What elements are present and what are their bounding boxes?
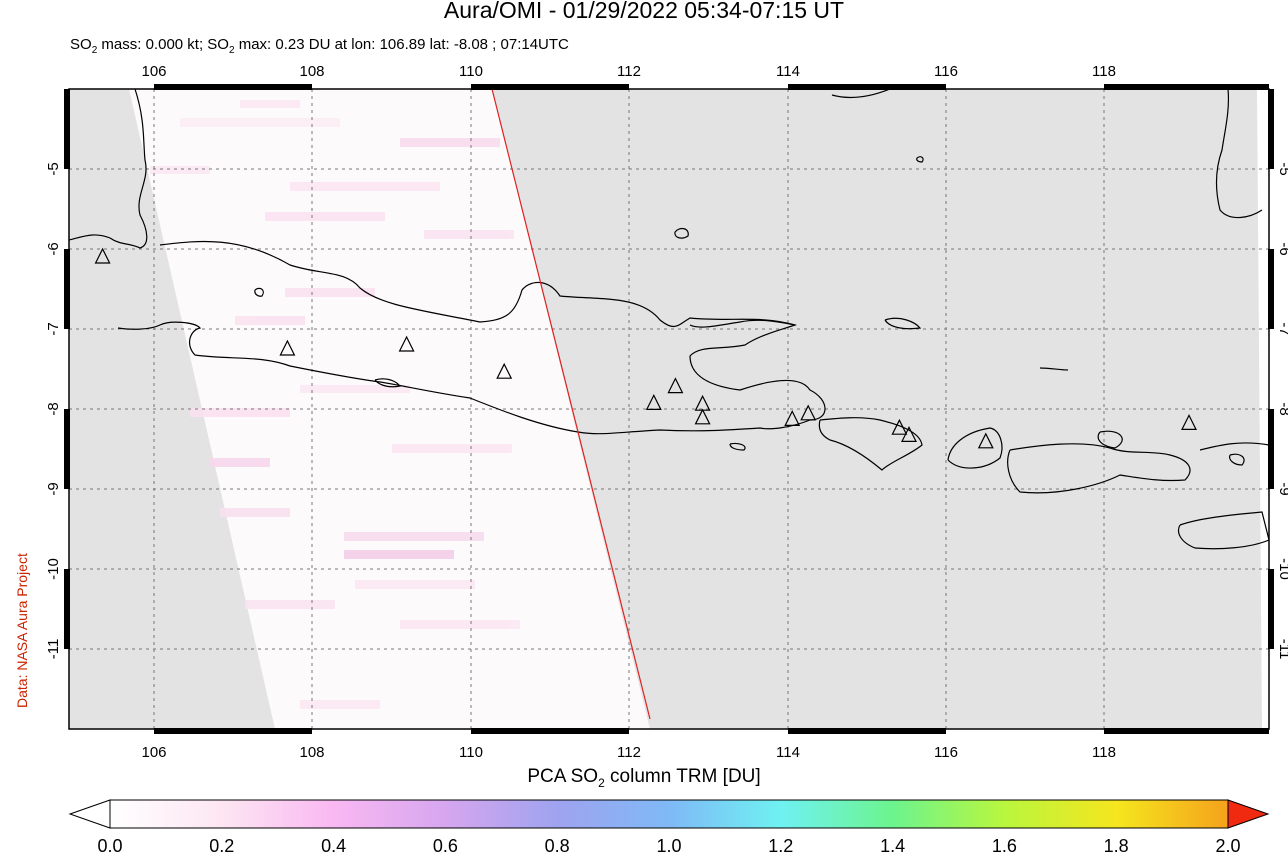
volcano-marker <box>1181 414 1197 430</box>
map-subtitle: SO2 mass: 0.000 kt; SO2 max: 0.23 DU at … <box>70 36 569 56</box>
colorbar-label: 1.2 <box>768 836 794 856</box>
lat-tick-left: -11 <box>45 639 62 660</box>
colorbar-title-suffix: column TRM [DU] <box>604 766 761 787</box>
colorbar-label: 0.8 <box>544 836 570 856</box>
colorbar-title: PCA SO2 column TRM [DU] <box>0 766 1288 790</box>
colorbar-ramp <box>109 799 1229 829</box>
colorbar-low-arrow <box>68 799 111 829</box>
volcano-marker <box>694 408 711 425</box>
lat-tick-left: -8 <box>45 402 62 415</box>
lon-tick-top: 106 <box>141 63 166 80</box>
lat-tick-right: -8 <box>1276 402 1288 415</box>
volcano-marker <box>891 418 908 435</box>
map-border-bars <box>64 84 1274 734</box>
lat-tick-right: -7 <box>1276 322 1288 335</box>
lon-tick-bottom: 118 <box>1092 744 1116 761</box>
colorbar-label: 2.0 <box>1215 836 1241 856</box>
lat-tick-left: -6 <box>45 242 62 255</box>
colorbar-label: 1.6 <box>991 836 1017 856</box>
map-title: Aura/OMI - 01/29/2022 05:34-07:15 UT <box>443 0 845 23</box>
colorbar-high-arrow <box>1227 799 1270 829</box>
lat-tick-right: -9 <box>1276 482 1288 495</box>
subtitle-sub2: 2 <box>228 45 235 56</box>
lon-tick-top: 112 <box>617 63 641 80</box>
lat-tick-left: -9 <box>45 482 62 495</box>
lon-ticks-bottom: 106 108 110 112 114 116 118 <box>141 744 1115 761</box>
lon-tick-bottom: 116 <box>934 744 958 761</box>
colorbar-label: 0.2 <box>209 836 235 856</box>
lat-ticks-right: -5 -6 -7 -8 -9 -10 -11 <box>1276 162 1288 659</box>
so2-retrieval-streaks <box>150 100 520 709</box>
lon-tick-top: 116 <box>934 63 958 80</box>
subtitle-mid1: mass: 0.000 kt; SO <box>97 36 229 53</box>
volcano-marker <box>496 362 513 379</box>
graticule <box>69 89 1269 729</box>
colorbar-label: 1.8 <box>1103 836 1129 856</box>
volcano-markers <box>94 247 1197 449</box>
lon-tick-top: 114 <box>776 63 800 80</box>
colorbar-label: 1.0 <box>656 836 682 856</box>
lon-tick-top: 110 <box>459 63 483 80</box>
lon-tick-top: 118 <box>1092 63 1116 80</box>
subtitle-rest: max: 0.23 DU at lon: 106.89 lat: -8.08 ;… <box>234 36 569 53</box>
lon-tick-bottom: 110 <box>459 744 483 761</box>
volcano-marker <box>800 404 817 421</box>
colorbar-label: 1.4 <box>880 836 906 856</box>
lat-tick-right: -6 <box>1276 242 1288 255</box>
subtitle-prefix: SO <box>70 36 92 53</box>
lat-tick-left: -5 <box>45 162 62 175</box>
lon-ticks-top: 106 108 110 112 114 116 118 <box>141 63 1115 80</box>
lon-tick-bottom: 108 <box>299 744 324 761</box>
colorbar-title-prefix: PCA SO <box>527 766 599 787</box>
lat-tick-right: -10 <box>1276 558 1288 580</box>
lon-tick-bottom: 106 <box>141 744 166 761</box>
volcano-marker <box>398 335 415 352</box>
volcano-marker <box>901 426 917 442</box>
lat-ticks-left: -5 -6 -7 -8 -9 -10 -11 <box>45 162 62 659</box>
lat-tick-right: -11 <box>1276 639 1288 660</box>
volcano-marker <box>784 410 801 426</box>
lon-tick-top: 108 <box>299 63 324 80</box>
lon-tick-bottom: 114 <box>776 744 800 761</box>
colorbar <box>68 799 1270 829</box>
volcano-marker <box>667 377 684 394</box>
volcano-marker <box>279 339 296 356</box>
volcano-marker <box>94 247 111 264</box>
volcano-marker <box>645 394 662 410</box>
lat-tick-left: -7 <box>45 322 62 335</box>
colorbar-label: 0.6 <box>432 836 458 856</box>
lat-tick-right: -5 <box>1276 162 1288 175</box>
colorbar-label: 0.4 <box>321 836 347 856</box>
subtitle-sub1: 2 <box>91 45 98 56</box>
colorbar-label: 0.0 <box>97 836 123 856</box>
colorbar-title-sub: 2 <box>598 775 605 790</box>
volcano-marker <box>977 432 994 449</box>
coastlines <box>69 89 1269 550</box>
lon-tick-bottom: 112 <box>617 744 641 761</box>
orbit-track-line <box>491 89 651 720</box>
lat-tick-left: -10 <box>45 558 62 580</box>
